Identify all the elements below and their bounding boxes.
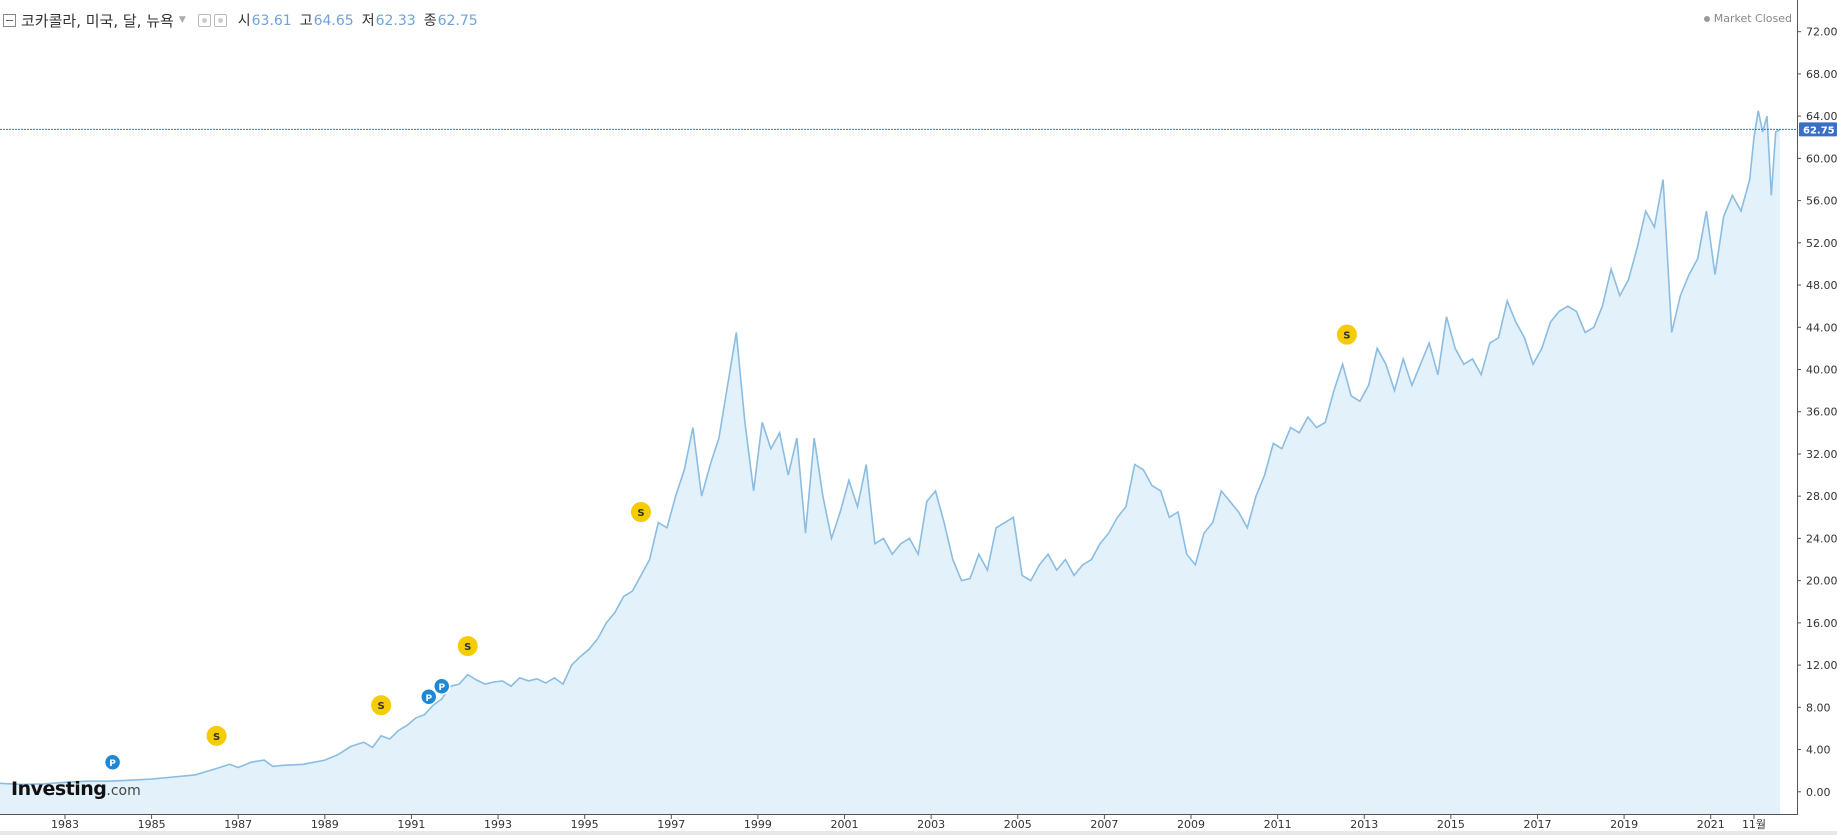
split-marker-circle	[369, 693, 394, 718]
x-tick-label: 1997	[657, 818, 685, 831]
y-tick-label: 68.00	[1806, 68, 1837, 81]
market-status: Market Closed	[1703, 12, 1792, 25]
investing-logo: Investing.com	[11, 778, 141, 800]
y-tick-label: 8.00	[1806, 701, 1831, 714]
ohlc-low: 저62.33	[362, 10, 416, 30]
y-tick-label: 36.00	[1806, 406, 1837, 419]
ohlc-open: 시63.61	[238, 10, 292, 30]
x-tick-label: 2003	[917, 818, 945, 831]
split-marker-label: S	[464, 642, 471, 653]
close-value: 62.75	[437, 13, 478, 29]
p-marker-label: P	[438, 683, 445, 693]
split-marker[interactable]: S	[455, 634, 480, 659]
y-tick-label: 48.00	[1806, 279, 1837, 292]
split-marker[interactable]: S	[1334, 322, 1359, 347]
x-tick-label: 1983	[51, 818, 79, 831]
open-label: 시	[237, 13, 251, 29]
bottom-scrollbar[interactable]	[0, 831, 1837, 835]
x-tick-label: 1987	[224, 818, 252, 831]
x-tick-label: 2013	[1350, 818, 1378, 831]
y-tick-label: 24.00	[1806, 532, 1837, 545]
x-tick-label: 1989	[311, 818, 339, 831]
x-tick-label: 2017	[1523, 818, 1551, 831]
split-marker-label: S	[378, 701, 385, 712]
x-tick-label: 1991	[397, 818, 425, 831]
x-tick-label: 2021	[1697, 818, 1725, 831]
y-tick-label: 12.00	[1806, 659, 1837, 672]
split-marker-label: S	[1343, 331, 1350, 342]
y-tick-label: 56.00	[1806, 195, 1837, 208]
x-tick-label: 1985	[138, 818, 166, 831]
x-axis: 1983 1985 1987 1989 1991 1993 1995 1997 1999 2001…	[51, 815, 1766, 831]
x-tick-label: 2007	[1090, 818, 1118, 831]
low-label: 저	[361, 13, 375, 29]
y-tick-label: 0.00	[1806, 786, 1831, 799]
open-value: 63.61	[251, 13, 292, 29]
collapse-icon[interactable]	[3, 13, 16, 27]
y-tick-label: 4.00	[1806, 744, 1831, 757]
x-tick-label: 1999	[744, 818, 772, 831]
y-axis: 72.00 68.00 64.00 60.00 56.00 52.00 48.00 44.00…	[1797, 26, 1837, 799]
last-price-tag-text: 62.75	[1803, 125, 1835, 136]
p-marker[interactable]: P	[420, 688, 438, 706]
x-tick-label: 11월	[1742, 818, 1766, 831]
split-marker[interactable]: S	[369, 693, 394, 718]
logo-brand: Investing	[11, 778, 107, 800]
x-tick-label: 2009	[1177, 818, 1205, 831]
logo-suffix: .com	[106, 783, 141, 799]
ohlc-high: 고64.65	[300, 10, 354, 30]
y-tick-label: 20.00	[1806, 575, 1837, 588]
y-tick-label: 72.00	[1806, 26, 1837, 39]
x-tick-label: 2005	[1004, 818, 1032, 831]
x-tick-label: 2011	[1264, 818, 1292, 831]
split-marker-circle	[204, 723, 229, 748]
split-marker-circle	[455, 634, 480, 659]
close-label: 종	[423, 13, 437, 29]
split-marker-circle	[1334, 322, 1359, 347]
last-price-tag: 62.75	[1799, 122, 1837, 137]
p-marker-circle	[103, 753, 122, 771]
y-tick-label: 60.00	[1806, 152, 1837, 165]
price-area-fill	[0, 110, 1780, 816]
market-status-text: Market Closed	[1713, 12, 1792, 25]
x-tick-label: 1993	[484, 818, 512, 831]
low-value: 62.33	[375, 13, 416, 29]
x-tick-label: 1995	[571, 818, 599, 831]
y-tick-label: 64.00	[1806, 110, 1837, 123]
chevron-down-icon[interactable]: ▼	[178, 15, 186, 25]
p-marker-circle	[420, 688, 438, 706]
ohlc-close: 종62.75	[424, 10, 478, 30]
high-value: 64.65	[313, 13, 354, 29]
status-dot-icon	[1703, 15, 1710, 22]
high-label: 고	[299, 13, 313, 29]
split-marker-label: S	[637, 508, 644, 519]
split-marker[interactable]: S	[204, 723, 229, 748]
x-tick-label: 2001	[831, 818, 859, 831]
y-tick-label: 40.00	[1806, 363, 1837, 376]
p-marker[interactable]: P	[433, 677, 451, 695]
p-marker[interactable]: P	[103, 753, 122, 771]
x-tick-label: 2019	[1610, 818, 1638, 831]
instrument-title[interactable]: 코카콜라, 미국, 달, 뉴욕	[21, 11, 174, 30]
p-marker-label: P	[109, 759, 116, 769]
split-marker-circle	[628, 500, 653, 525]
settings-icon[interactable]	[197, 13, 211, 27]
p-marker-circle	[433, 677, 451, 695]
y-tick-label: 16.00	[1806, 617, 1837, 630]
split-marker[interactable]: S	[628, 500, 653, 525]
y-tick-label: 28.00	[1806, 490, 1837, 503]
chart-header: 코카콜라, 미국, 달, 뉴욕 ▼ 시63.61 고64.65 저62.33 종…	[3, 7, 478, 33]
y-tick-label: 52.00	[1806, 237, 1837, 250]
y-tick-label: 32.00	[1806, 448, 1837, 461]
x-tick-label: 2015	[1437, 818, 1465, 831]
price-area-layer	[0, 110, 1781, 816]
gear-icon[interactable]	[213, 13, 227, 27]
split-marker-label: S	[213, 732, 220, 743]
y-tick-label: 44.00	[1806, 321, 1837, 334]
price-line	[0, 110, 1781, 786]
last-price-tag-bg	[1799, 122, 1837, 137]
p-marker-label: P	[425, 694, 432, 704]
